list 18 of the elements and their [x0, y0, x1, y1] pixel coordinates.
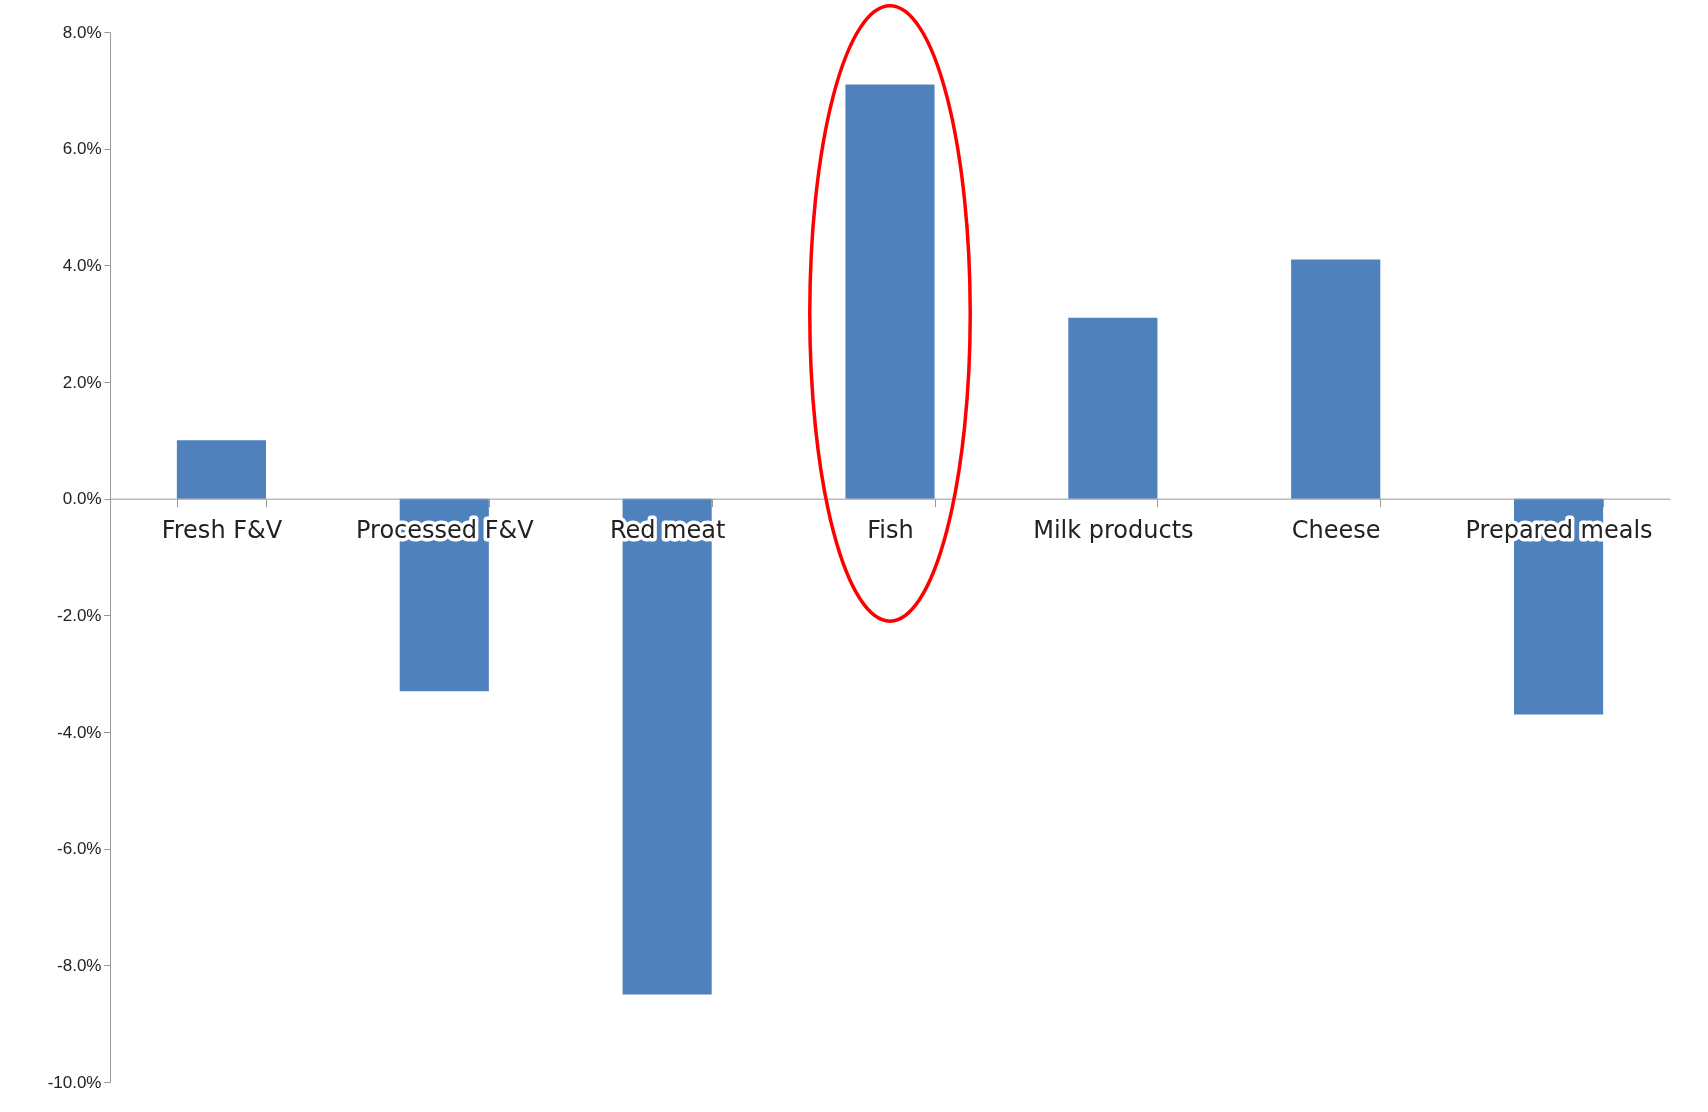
y-tick-label: 4.0% — [62, 255, 102, 275]
y-tick-label: -6.0% — [57, 839, 102, 859]
x-tick-label: Cheese — [1291, 516, 1381, 545]
y-tick-label: 8.0% — [62, 22, 102, 42]
x-tick-label: Fish — [867, 516, 914, 545]
y-tick-label: -10.0% — [47, 1072, 102, 1092]
bar — [1068, 317, 1158, 499]
y-tick-label: 0.0% — [62, 489, 102, 509]
y-tick-label: -4.0% — [57, 722, 102, 742]
x-tick-label: Milk products — [1033, 516, 1194, 545]
y-tick-label: -2.0% — [57, 605, 102, 625]
bar — [1291, 259, 1381, 499]
bar — [845, 84, 935, 499]
y-tick-label: 6.0% — [62, 139, 102, 159]
bar — [176, 440, 266, 499]
y-tick-label: -8.0% — [57, 955, 102, 975]
y-tick-label: 2.0% — [62, 372, 102, 392]
x-tick-label: Fresh F&V — [161, 516, 283, 545]
